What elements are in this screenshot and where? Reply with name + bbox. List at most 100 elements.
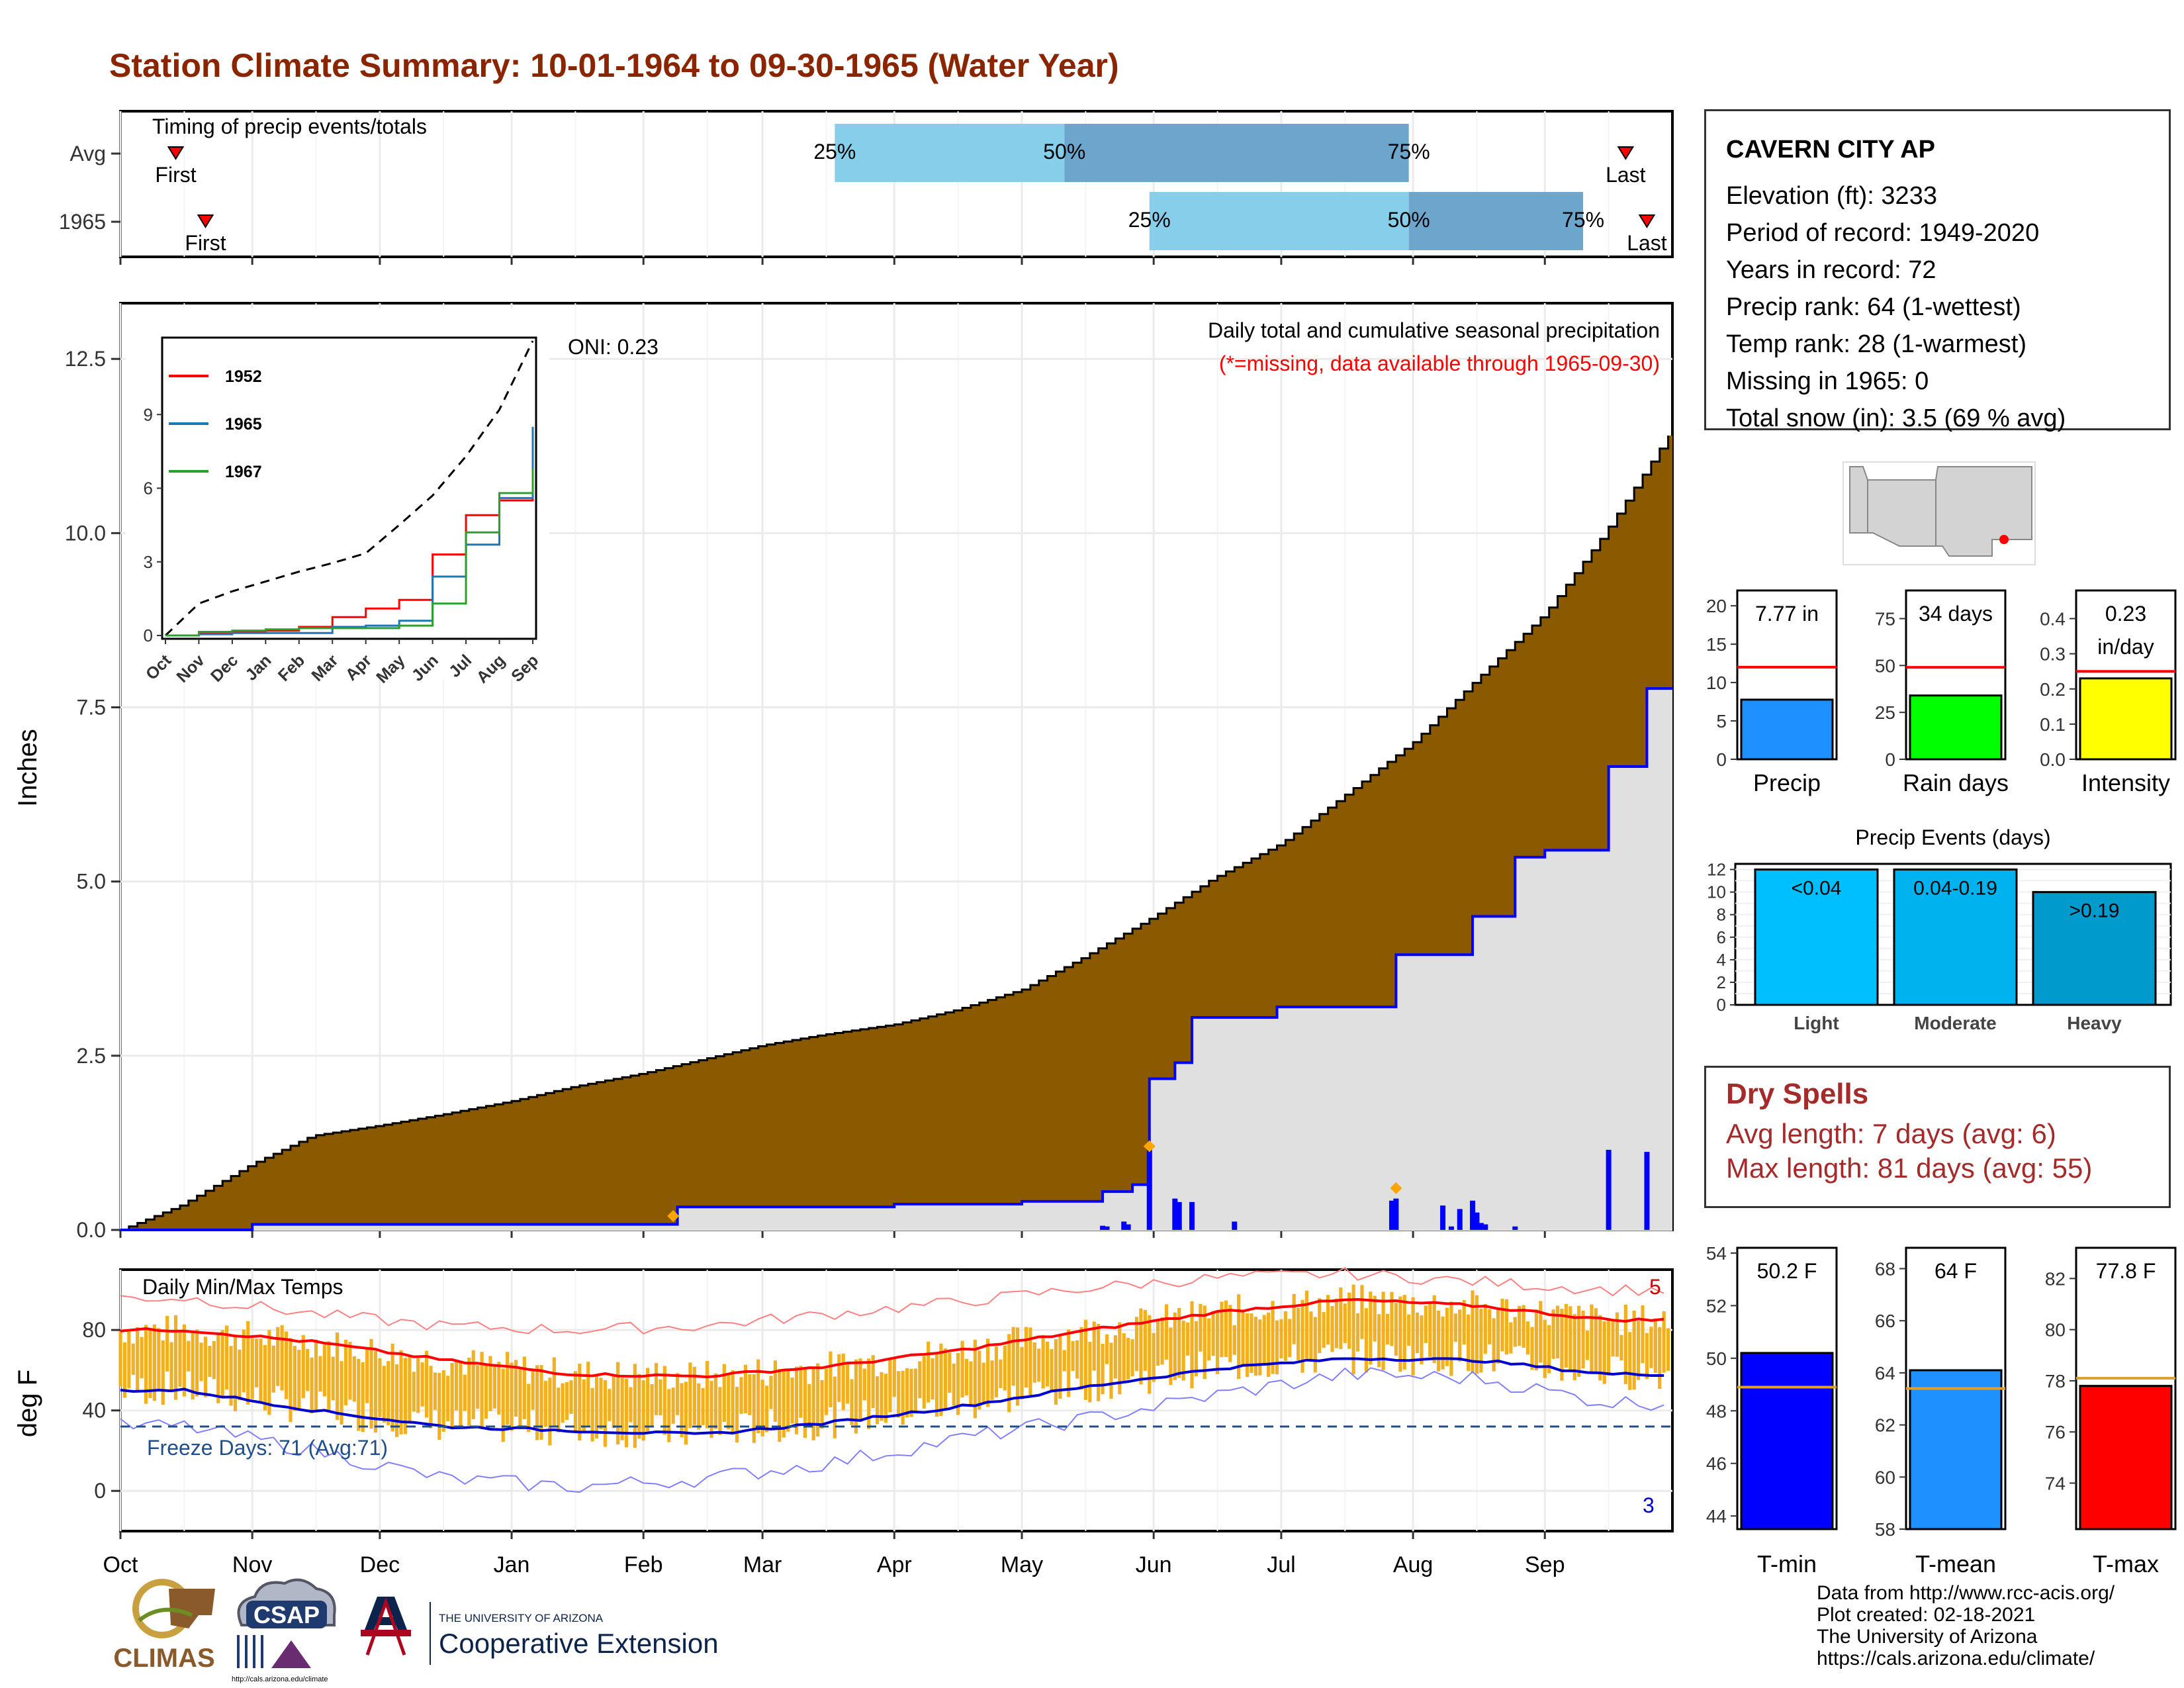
daily-temp-range-bar (1641, 1305, 1645, 1364)
record-min-line (120, 1367, 1664, 1493)
summary-y-tick-label: 0.2 (2040, 679, 2066, 700)
daily-temp-range-bar (565, 1382, 569, 1420)
daily-temp-range-bar (1130, 1339, 1134, 1377)
daily-temp-range-bar (731, 1370, 735, 1434)
quartile-bar-25-50 (835, 124, 1065, 182)
daily-temp-range-bar (1424, 1305, 1428, 1343)
daily-temp-range-bar (429, 1366, 433, 1429)
y-tick-label: 7.5 (77, 696, 106, 720)
timing-first-label: First (185, 231, 226, 255)
daily-temp-range-bar (599, 1378, 603, 1430)
daily-precip-bar (1457, 1209, 1463, 1230)
daily-temp-range-bar (1581, 1310, 1585, 1369)
temperature-ylabel: deg F (13, 1370, 42, 1437)
dry-spells-avg: Avg length: 7 days (avg: 6) (1726, 1118, 2056, 1149)
daily-temp-range-bar (913, 1368, 918, 1414)
daily-temp-range-bar (616, 1362, 620, 1445)
timing-first-label: First (155, 163, 196, 187)
summary-y-tick-label: 78 (2045, 1371, 2066, 1391)
daily-temp-range-bar (1449, 1301, 1453, 1376)
daily-precip-bar (1478, 1223, 1484, 1230)
quartile-bar-25-50 (1149, 192, 1409, 250)
record-low-count: 3 (1643, 1493, 1655, 1517)
daily-temp-range-bar (1113, 1335, 1117, 1379)
temp-y-tick-label: 0 (94, 1479, 106, 1503)
csap-logo: CSAP http://cals.arizona.edu/climate (232, 1578, 336, 1683)
summary-y-tick-label: 25 (1875, 702, 1895, 723)
daily-temp-range-bar (764, 1385, 769, 1432)
daily-temp-range-bar (476, 1365, 480, 1409)
daily-temp-range-bar (862, 1368, 866, 1401)
daily-temp-range-bar (433, 1372, 437, 1410)
page-title: Station Climate Summary: 10-01-1964 to 0… (109, 47, 1119, 84)
cumulative-ylabel: Inches (13, 729, 42, 807)
timing-last-marker (1638, 214, 1656, 228)
daily-temp-range-bar (408, 1356, 412, 1424)
daily-temp-range-bar (1467, 1314, 1471, 1372)
timing-last-label: Last (1627, 231, 1667, 255)
summary-y-tick-label: 52 (1706, 1295, 1727, 1316)
summary-y-tick-label: 60 (1875, 1467, 1895, 1487)
daily-temp-range-bar (1258, 1319, 1262, 1376)
daily-temp-range-bar (901, 1370, 905, 1425)
daily-temp-range-bar (1381, 1291, 1385, 1370)
month-label: Dec (360, 1552, 400, 1577)
daily-temp-range-bar (837, 1354, 841, 1402)
daily-temp-range-bar (684, 1382, 688, 1445)
events-y-tick-label: 12 (1707, 860, 1726, 880)
daily-temp-range-bar (118, 1330, 122, 1387)
summary-y-tick-label: 44 (1706, 1506, 1727, 1526)
daily-temp-range-bar (884, 1374, 888, 1423)
daily-temp-range-bar (1190, 1301, 1194, 1389)
daily-temp-range-bar (590, 1387, 594, 1442)
inset-legend-label: 1965 (225, 415, 262, 434)
daily-temp-range-bar (964, 1358, 969, 1396)
daily-temp-range-bar (314, 1339, 318, 1411)
normal-max-line (120, 1298, 1664, 1379)
daily-temp-range-bar (880, 1372, 884, 1421)
daily-temp-range-bar (1611, 1321, 1615, 1357)
daily-temp-range-bar (1241, 1311, 1245, 1367)
daily-temp-range-bar (1513, 1317, 1517, 1347)
daily-temp-range-bar (586, 1362, 590, 1427)
daily-temp-range-bar (1598, 1315, 1602, 1381)
summary-y-tick-label: 10 (1706, 673, 1727, 693)
summary-category-label: Precip (1753, 769, 1821, 796)
daily-temp-range-bar (1215, 1310, 1220, 1374)
daily-temp-range-bar (1530, 1327, 1534, 1370)
events-bar (1754, 868, 1879, 1006)
daily-temp-range-bar (369, 1338, 373, 1429)
daily-temp-range-bar (662, 1366, 666, 1435)
timing-last-label: Last (1606, 163, 1646, 187)
daily-temp-range-bar (1577, 1305, 1581, 1377)
dry-spells-title: Dry Spells (1726, 1078, 1869, 1110)
events-y-tick-label: 0 (1717, 995, 1726, 1015)
daily-temp-range-bar (1330, 1306, 1334, 1352)
daily-temp-range-bar (1637, 1321, 1641, 1380)
daily-temp-range-bar (1309, 1311, 1313, 1360)
quartile-label-50: 50% (1043, 140, 1085, 164)
daily-temp-range-bar (343, 1339, 348, 1406)
daily-temp-range-bar (148, 1330, 152, 1399)
timing-first-marker (197, 214, 214, 228)
daily-temp-range-bar (1658, 1327, 1662, 1389)
daily-temp-range-bar (1339, 1287, 1343, 1349)
summary-y-tick-label: 75 (1875, 609, 1895, 630)
station-name: CAVERN CITY AP (1726, 136, 1936, 164)
daily-temp-range-bar (620, 1378, 624, 1440)
station-snow: Total snow (in): 3.5 (69 % avg) (1726, 404, 2066, 432)
daily-temp-range-bar (739, 1377, 743, 1414)
inset-avg-line (164, 340, 534, 637)
daily-temp-range-bar (165, 1315, 169, 1372)
daily-temp-range-bar (1607, 1320, 1611, 1376)
daily-temp-range-bar (1003, 1345, 1007, 1391)
daily-temp-range-bar (1547, 1325, 1551, 1374)
map-station-dot (1999, 535, 2009, 544)
daily-temp-range-bar (637, 1374, 641, 1439)
daily-temp-range-bar (1164, 1304, 1169, 1360)
daily-temp-range-bar (318, 1356, 322, 1392)
y-tick-label: 5.0 (77, 870, 106, 894)
daily-temp-range-bar (624, 1378, 629, 1448)
daily-temp-range-bar (594, 1375, 599, 1439)
